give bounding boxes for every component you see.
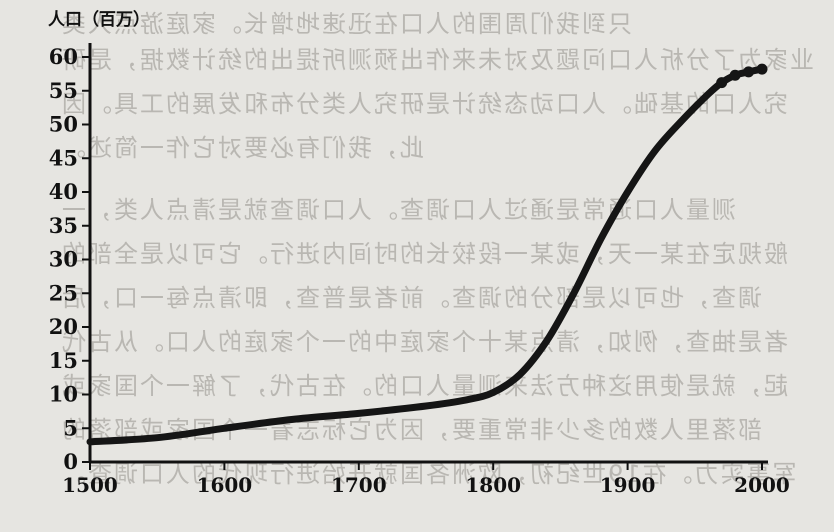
y-tick-label: 35 (49, 213, 78, 238)
y-tick-label: 60 (49, 44, 78, 69)
y-tick-label: 45 (49, 145, 78, 170)
series-layer (86, 63, 768, 446)
chart-axes (88, 43, 768, 464)
population-curve (86, 65, 766, 446)
data-point (743, 66, 755, 78)
y-tick-label: 50 (49, 112, 78, 137)
data-point (716, 77, 728, 89)
data-point (729, 69, 741, 81)
y-tick-label: 20 (49, 314, 78, 339)
y-tick-label: 0 (63, 449, 78, 474)
y-tick-label: 5 (63, 415, 78, 440)
x-ticks: 1500 1600 1700 1800 1900 2000 (62, 462, 790, 497)
y-axis-title: 人口（百万） (48, 9, 150, 30)
y-tick-label: 55 (49, 78, 78, 103)
data-point (756, 63, 768, 75)
y-tick-label: 30 (49, 247, 78, 272)
y-ticks: 0 5 10 15 20 25 30 35 40 45 50 55 60 (49, 44, 90, 474)
x-tick-label: 1900 (600, 473, 656, 497)
y-tick-label: 25 (49, 280, 78, 305)
x-tick-label: 1800 (465, 473, 521, 497)
y-tick-label: 15 (49, 348, 78, 373)
x-tick-label: 1700 (331, 473, 387, 497)
x-tick-label: 1600 (197, 473, 253, 497)
x-tick-label: 2000 (734, 473, 790, 497)
y-tick-label: 40 (49, 179, 78, 204)
x-tick-label: 1500 (62, 473, 118, 497)
y-tick-label: 10 (49, 382, 78, 407)
